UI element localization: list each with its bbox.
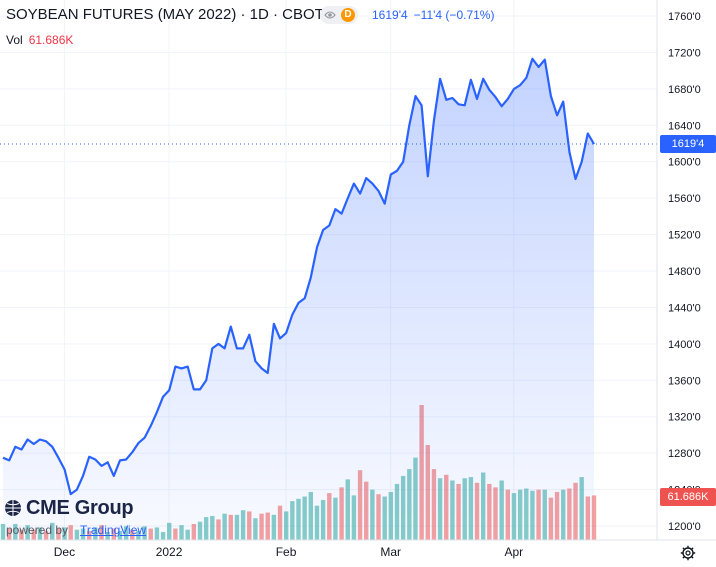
session-badge: D	[341, 8, 355, 22]
volume-label: Vol	[6, 33, 23, 47]
price-tick-label: 1640'0	[668, 120, 701, 132]
price-tick-label: 1360'0	[668, 375, 701, 387]
visibility-toggle[interactable]: D	[320, 6, 358, 24]
volume-tag: 61.686K	[660, 488, 716, 507]
time-tick-label: Feb	[276, 545, 297, 559]
globe-icon	[5, 500, 21, 516]
price-tick-label: 1400'0	[668, 339, 701, 351]
price-tick-label: 1280'0	[668, 448, 701, 460]
eye-icon	[324, 11, 336, 19]
time-tick-label: Dec	[54, 545, 75, 559]
time-tick-label: Apr	[504, 545, 523, 559]
tradingview-link[interactable]: TradingView	[80, 523, 147, 537]
quote-change: −11'4 (−0.71%)	[413, 8, 495, 22]
time-tick-label: Mar	[380, 545, 401, 559]
gear-icon[interactable]	[680, 545, 696, 561]
price-tick-label: 1600'0	[668, 157, 701, 169]
time-axis[interactable]: Dec 2022 Feb Mar Apr	[54, 545, 523, 559]
price-tick-label: 1440'0	[668, 302, 701, 314]
price-tick-label: 1560'0	[668, 193, 701, 205]
powered-by-label: powered by	[6, 523, 69, 537]
price-tick-label: 1680'0	[668, 84, 701, 96]
chart-title: SOYBEAN FUTURES (MAY 2022) · 1D · CBOT	[6, 6, 324, 23]
company-name: CME Group	[26, 497, 134, 519]
price-tick-label: 1200'0	[668, 521, 701, 533]
volume-legend[interactable]: Vol 61.686K	[6, 33, 73, 47]
volume-value: 61.686K	[28, 33, 74, 47]
price-tick-label: 1320'0	[668, 412, 701, 424]
price-axis[interactable]: 1760'0 1720'0 1680'0 1640'0 1600'0 1560'0 1520…	[668, 11, 701, 533]
price-tick-label: 1520'0	[668, 230, 701, 242]
quote-readout: 1619'4 −11'4 (−0.71%)	[372, 8, 500, 22]
price-tick-label: 1760'0	[668, 11, 701, 23]
price-line	[2, 57, 595, 496]
price-area-fill	[3, 58, 594, 541]
time-tick-label: 2022	[156, 545, 183, 559]
last-price-tag: 1619'4	[660, 134, 716, 153]
price-tick-label: 1720'0	[668, 47, 701, 59]
quote-last: 1619'4	[372, 8, 408, 22]
price-tick-label: 1480'0	[668, 266, 701, 278]
